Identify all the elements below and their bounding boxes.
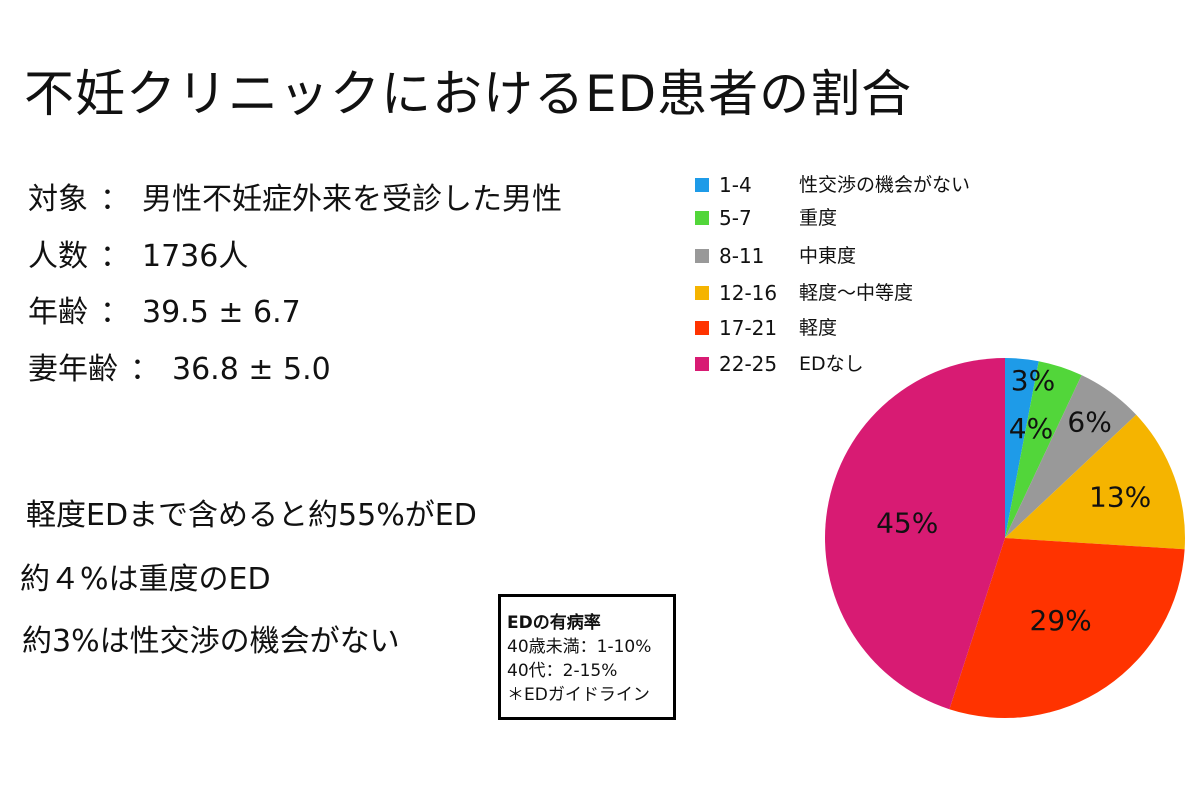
- pie-slice-12-16: [1005, 414, 1185, 550]
- legend-swatch: [695, 249, 709, 263]
- info-sep: ：: [100, 239, 130, 274]
- pie-label-12-16: 13%: [1089, 481, 1151, 514]
- legend-swatch: [695, 357, 709, 371]
- legend-range: 22-25: [719, 352, 778, 376]
- info-label: 妻年齢: [28, 352, 118, 387]
- legend-range: 1-4: [719, 173, 752, 197]
- legend-description: 重度: [799, 207, 838, 229]
- legend-swatch: [695, 211, 709, 225]
- legend-description: 性交渉の機会がない: [799, 174, 971, 196]
- pie-slice-17-21: [949, 538, 1185, 718]
- legend-swatch: [695, 286, 709, 300]
- info-sep: ：: [130, 352, 160, 387]
- pie-label-5-7: 4%: [1009, 412, 1053, 445]
- info-wife-age: 妻年齢 ： 36.8 ± 5.0: [28, 350, 331, 390]
- info-value: 男性不妊症外来を受診した男性: [142, 182, 562, 217]
- info-value: 39.5 ± 6.7: [142, 295, 301, 330]
- pie-label-1-4: 3%: [1011, 364, 1055, 397]
- info-label: 対象: [28, 182, 88, 217]
- legend-description: 軽度～中等度: [799, 282, 914, 304]
- info-subjects: 対象 ： 男性不妊症外来を受診した男性: [28, 180, 562, 220]
- legend-range: 8-11: [719, 244, 765, 268]
- legend-swatch: [695, 321, 709, 335]
- pie-slice-22-25: [824, 358, 1005, 710]
- info-label: 年齢: [28, 295, 88, 330]
- pie-label-17-21: 29%: [1030, 604, 1092, 637]
- legend-range: 12-16: [719, 281, 778, 305]
- info-sep: ：: [100, 182, 130, 217]
- note-line: ＊EDガイドライン: [507, 685, 650, 705]
- prevalence-note-box: EDの有病率 40歳未満：1-10% 40代：2-15% ＊EDガイドライン: [498, 594, 676, 720]
- info-value: 36.8 ± 5.0: [172, 352, 331, 387]
- info-count: 人数 ： 1736人: [28, 237, 248, 277]
- info-sep: ：: [100, 295, 130, 330]
- note-title: EDの有病率: [507, 613, 601, 633]
- legend-range: 17-21: [719, 316, 778, 340]
- pie-slice-1-4: [1005, 358, 1039, 538]
- summary-line-2: 約４%は重度のED: [20, 562, 271, 597]
- info-label: 人数: [28, 239, 88, 274]
- legend-range: 5-7: [719, 206, 752, 230]
- pie-slice-5-7: [1005, 361, 1082, 538]
- pie-label-8-11: 6%: [1067, 406, 1111, 439]
- legend-description: EDなし: [799, 353, 864, 375]
- pie-slice-8-11: [1005, 375, 1137, 538]
- note-line: 40代：2-15%: [507, 661, 618, 681]
- legend-description: 中東度: [799, 245, 857, 267]
- summary-line-1: 軽度EDまで含めると約55%がED: [26, 498, 477, 533]
- legend-swatch: [695, 178, 709, 192]
- summary-line-3: 約3%は性交渉の機会がない: [22, 624, 400, 659]
- note-line: 40歳未満：1-10%: [507, 637, 652, 657]
- info-age: 年齢 ： 39.5 ± 6.7: [28, 293, 301, 333]
- info-value: 1736人: [142, 239, 249, 274]
- legend-description: 軽度: [799, 317, 838, 339]
- page-title: 不妊クリニックにおけるED患者の割合: [24, 65, 913, 123]
- pie-label-22-25: 45%: [876, 507, 938, 540]
